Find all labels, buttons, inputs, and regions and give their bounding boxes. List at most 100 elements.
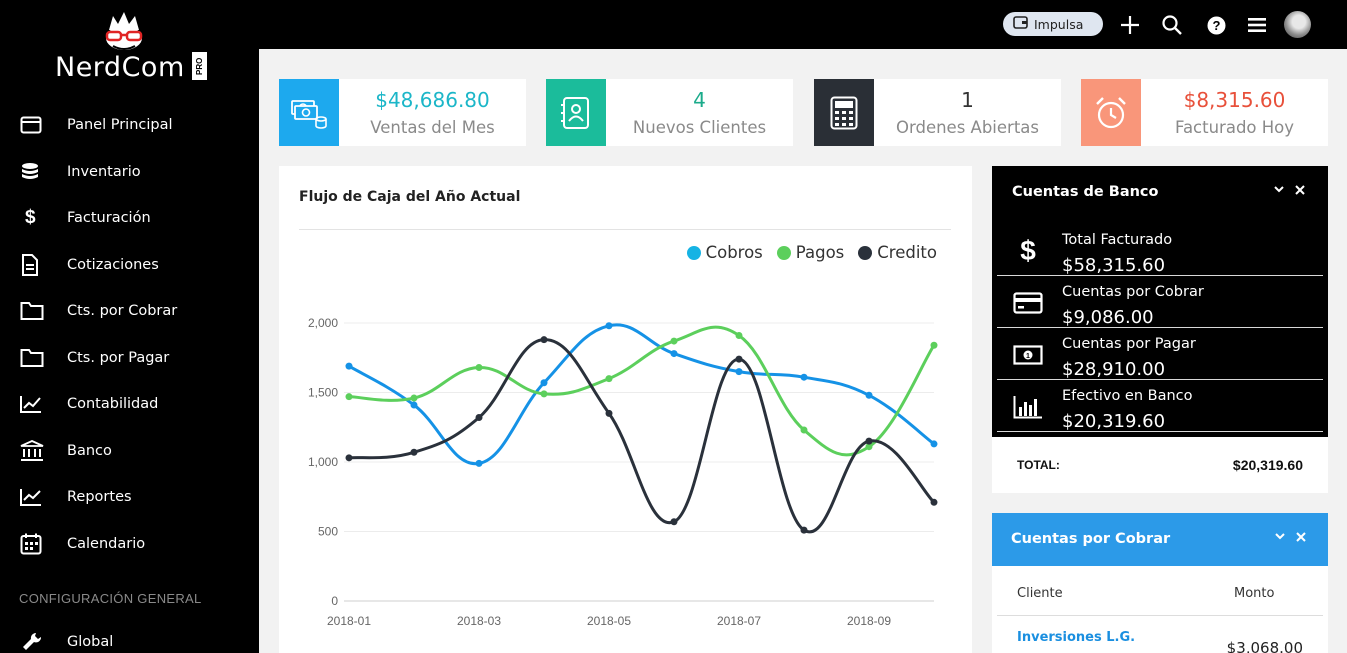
bank-row-cuentas-por-pagar: 1 Cuentas por Pagar $28,910.00: [997, 328, 1323, 380]
legend-dot: [776, 245, 791, 260]
stat-label: Ordenes Abiertas: [895, 118, 1039, 137]
sidebar-item-panel-principal[interactable]: Panel Principal: [0, 102, 259, 149]
y-tick-label: 500: [318, 525, 338, 539]
legend-label: Cobros: [705, 243, 763, 262]
calculator-icon: [814, 79, 874, 146]
legend-dot: [686, 245, 701, 260]
impulsa-button[interactable]: Impulsa: [1003, 12, 1103, 36]
data-point-cobros: [475, 459, 483, 467]
bank-row-label: Cuentas por Pagar: [1062, 336, 1196, 352]
sidebar-section-title: CONFIGURACIÓN GENERAL: [19, 591, 202, 606]
cashflow-line-chart: 0 500 1,000 1,500 2,000 2018-01 2018-03 2018-05…: [308, 316, 938, 628]
database-icon: [0, 162, 67, 182]
table-row-client-link[interactable]: Inversiones L.G.: [1017, 630, 1136, 645]
stat-card-facturado: $8,315.60 Facturado Hoy: [1081, 79, 1328, 146]
y-tick-label: 2,000: [308, 316, 338, 330]
stat-value: $48,686.80: [375, 88, 490, 112]
bank-row-label: Efectivo en Banco: [1062, 388, 1193, 404]
search-icon[interactable]: [1160, 13, 1184, 37]
alarm-clock-icon: [1081, 79, 1141, 146]
dollar-icon: $: [1020, 235, 1036, 266]
series-line-pagos: [348, 325, 936, 457]
collapse-icon[interactable]: [1273, 182, 1285, 198]
sidebar-item-cotizaciones[interactable]: Cotizaciones: [0, 242, 259, 289]
wrench-icon: [0, 632, 67, 652]
data-point-credito: [475, 414, 483, 422]
help-icon[interactable]: ?: [1204, 13, 1228, 37]
svg-text:?: ?: [1212, 18, 1220, 33]
logo[interactable]: NerdCom PRO: [55, 12, 207, 83]
y-tick-label: 1,000: [308, 455, 338, 469]
x-tick-label: 2018-01: [327, 614, 371, 628]
add-icon[interactable]: [1118, 13, 1142, 37]
sidebar-item-banco[interactable]: Banco: [0, 428, 259, 475]
chart-legend: Cobros Pagos Credito: [686, 243, 937, 262]
bank-accounts-card: Cuentas de Banco $ Total Facturado $58,3…: [992, 166, 1328, 493]
data-point-credito: [410, 448, 418, 456]
impulsa-label: Impulsa: [1034, 16, 1084, 32]
data-point-credito: [345, 454, 353, 462]
data-point-pagos: [800, 426, 808, 434]
dollar-icon: $: [25, 207, 36, 229]
y-tick-label: 0: [331, 594, 338, 608]
bank-row-cuentas-por-cobrar: Cuentas por Cobrar $9,086.00: [997, 276, 1323, 328]
data-point-pagos: [605, 375, 613, 383]
sidebar-item-label: Contabilidad: [67, 396, 159, 413]
bank-row-value: $20,319.60: [1062, 411, 1166, 432]
bank-row-value: $58,315.60: [1062, 255, 1166, 276]
data-point-cobros: [410, 401, 418, 409]
data-point-pagos: [930, 341, 938, 349]
data-point-cobros: [865, 391, 873, 399]
legend-item-pagos[interactable]: Pagos: [776, 243, 844, 262]
user-avatar[interactable]: [1284, 11, 1311, 38]
sidebar-item-inventario[interactable]: Inventario: [0, 149, 259, 196]
stat-card-clientes: 4 Nuevos Clientes: [546, 79, 793, 146]
legend-item-cobros[interactable]: Cobros: [686, 243, 763, 262]
bank-card-header: Cuentas de Banco: [992, 166, 1328, 219]
data-point-credito: [930, 498, 938, 506]
bank-card-title: Cuentas de Banco: [1012, 184, 1159, 200]
bank-row-value: $28,910.00: [1062, 359, 1166, 380]
column-header-amount: Monto: [1234, 586, 1275, 601]
data-point-credito: [605, 409, 613, 417]
stat-value: $8,315.60: [1183, 88, 1286, 112]
chart-divider: [299, 229, 951, 230]
close-icon[interactable]: [1296, 529, 1306, 545]
sidebar-nav: Panel Principal Inventario $ Facturación…: [0, 102, 259, 567]
sidebar-item-cts-por-pagar[interactable]: Cts. por Pagar: [0, 335, 259, 382]
data-point-pagos: [865, 443, 873, 451]
legend-item-credito[interactable]: Credito: [858, 243, 937, 262]
sidebar-item-calendario[interactable]: Calendario: [0, 521, 259, 568]
sidebar-item-global[interactable]: Global: [0, 619, 259, 653]
table-divider: [997, 615, 1323, 616]
bank-total-value: $20,319.60: [1232, 457, 1303, 473]
sidebar-item-label: Cotizaciones: [67, 256, 159, 273]
money-icon: [279, 79, 339, 146]
dashboard-icon: [0, 116, 67, 134]
bar-chart-icon: [1013, 392, 1043, 422]
data-point-cobros: [735, 368, 743, 376]
banknote-icon: 1: [1013, 340, 1043, 370]
close-icon[interactable]: [1295, 182, 1305, 198]
document-icon: [0, 253, 67, 276]
legend-dot: [858, 245, 873, 260]
bank-row-label: Cuentas por Cobrar: [1062, 284, 1204, 300]
sidebar-item-reportes[interactable]: Reportes: [0, 474, 259, 521]
data-point-cobros: [345, 362, 353, 370]
logo-text: NerdCom: [55, 52, 185, 83]
logo-pro-badge: PRO: [192, 52, 207, 80]
chart-title: Flujo de Caja del Año Actual: [299, 189, 521, 205]
data-point-credito: [735, 355, 743, 363]
sidebar-item-cts-por-cobrar[interactable]: Cts. por Cobrar: [0, 288, 259, 335]
sidebar-item-label: Inventario: [67, 163, 141, 180]
sidebar-item-facturacion[interactable]: $ Facturación: [0, 195, 259, 242]
nerd-mascot-icon: [105, 12, 143, 50]
data-point-pagos: [410, 394, 418, 402]
collapse-icon[interactable]: [1274, 529, 1286, 545]
cashflow-card: Flujo de Caja del Año Actual Cobros Pago…: [279, 166, 972, 653]
data-point-pagos: [670, 337, 678, 345]
sidebar-item-contabilidad[interactable]: Contabilidad: [0, 381, 259, 428]
sidebar: NerdCom PRO Panel Principal Inventario $…: [0, 0, 259, 653]
menu-icon[interactable]: [1245, 13, 1269, 37]
stat-value: 4: [693, 88, 706, 112]
